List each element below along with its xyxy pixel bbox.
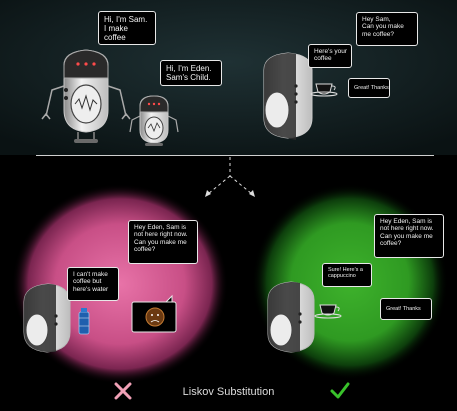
robot-eden-good (267, 281, 315, 353)
bubble-request-eden-good: Hey Eden, Sam is not here right now. Can… (374, 214, 444, 258)
coffee-cup-icon (310, 83, 338, 97)
sad-face-icon (145, 307, 165, 327)
arrow-right (229, 175, 253, 195)
bubble-request-eden-bad: Hey Eden, Sam is not here right now. Can… (128, 220, 198, 264)
bubble-water-reply: I can't make coffee but here's water (67, 267, 119, 301)
robot-eden-bad (23, 283, 71, 353)
bubble-thanks-top: Great! Thanks (348, 78, 390, 98)
robot-sam (41, 49, 131, 143)
arrow-left (207, 175, 231, 195)
bubble-eden-intro: Hi, I'm Eden. Sam's Child. (160, 60, 222, 86)
bubble-sam-intro: Hi, I'm Sam. I make coffee (98, 11, 156, 45)
caption: Liskov Substitution (182, 386, 275, 398)
sad-coffee-bubble (131, 294, 177, 333)
water-bottle-icon (78, 308, 90, 335)
robot-eden (129, 95, 179, 146)
check-icon (330, 382, 350, 399)
bubble-thanks-bottom: Great! Thanks (380, 298, 432, 320)
robot-sam-serving (263, 52, 313, 140)
cross-icon (114, 382, 132, 400)
divider-line (36, 155, 434, 156)
cappuccino-cup-icon (314, 304, 342, 319)
bubble-request-sam: Hey Sam, Can you make me coffee? (356, 12, 418, 46)
bubble-cappuccino-reply: Sure! Here's a cappuccino (322, 263, 372, 287)
bubble-coffee-reply: Here's your coffee (308, 44, 352, 68)
